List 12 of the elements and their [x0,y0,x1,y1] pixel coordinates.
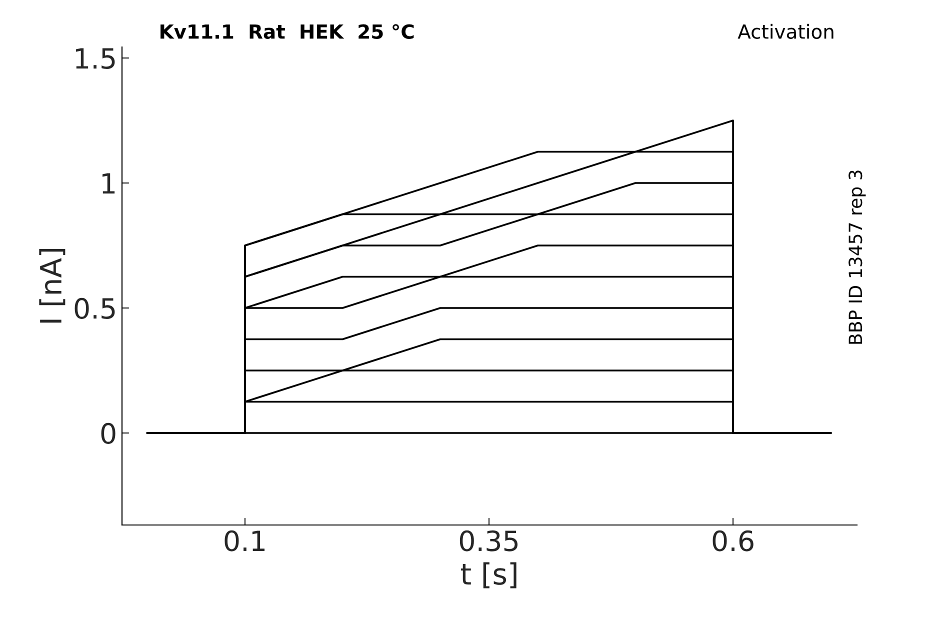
y-tick-label: 1 [102,173,115,194]
x-tick-label: 0.35 [460,530,518,552]
y-axis-title: I [nA] [39,248,66,323]
y-tick-label: 0.5 [74,298,115,319]
chart-subtitle: Activation [738,24,834,39]
chart-title: Kv11.1 Rat HEK 25 °C [160,24,414,39]
x-tick-label: 0.1 [224,530,265,552]
y-tick-label: 0 [101,422,116,444]
x-tick-label: 0.6 [712,530,754,552]
y-tick-label: 1.5 [76,48,115,69]
x-axis-title: t [s] [460,562,516,588]
annotation: BBP ID 13457 rep 3 [848,170,866,344]
